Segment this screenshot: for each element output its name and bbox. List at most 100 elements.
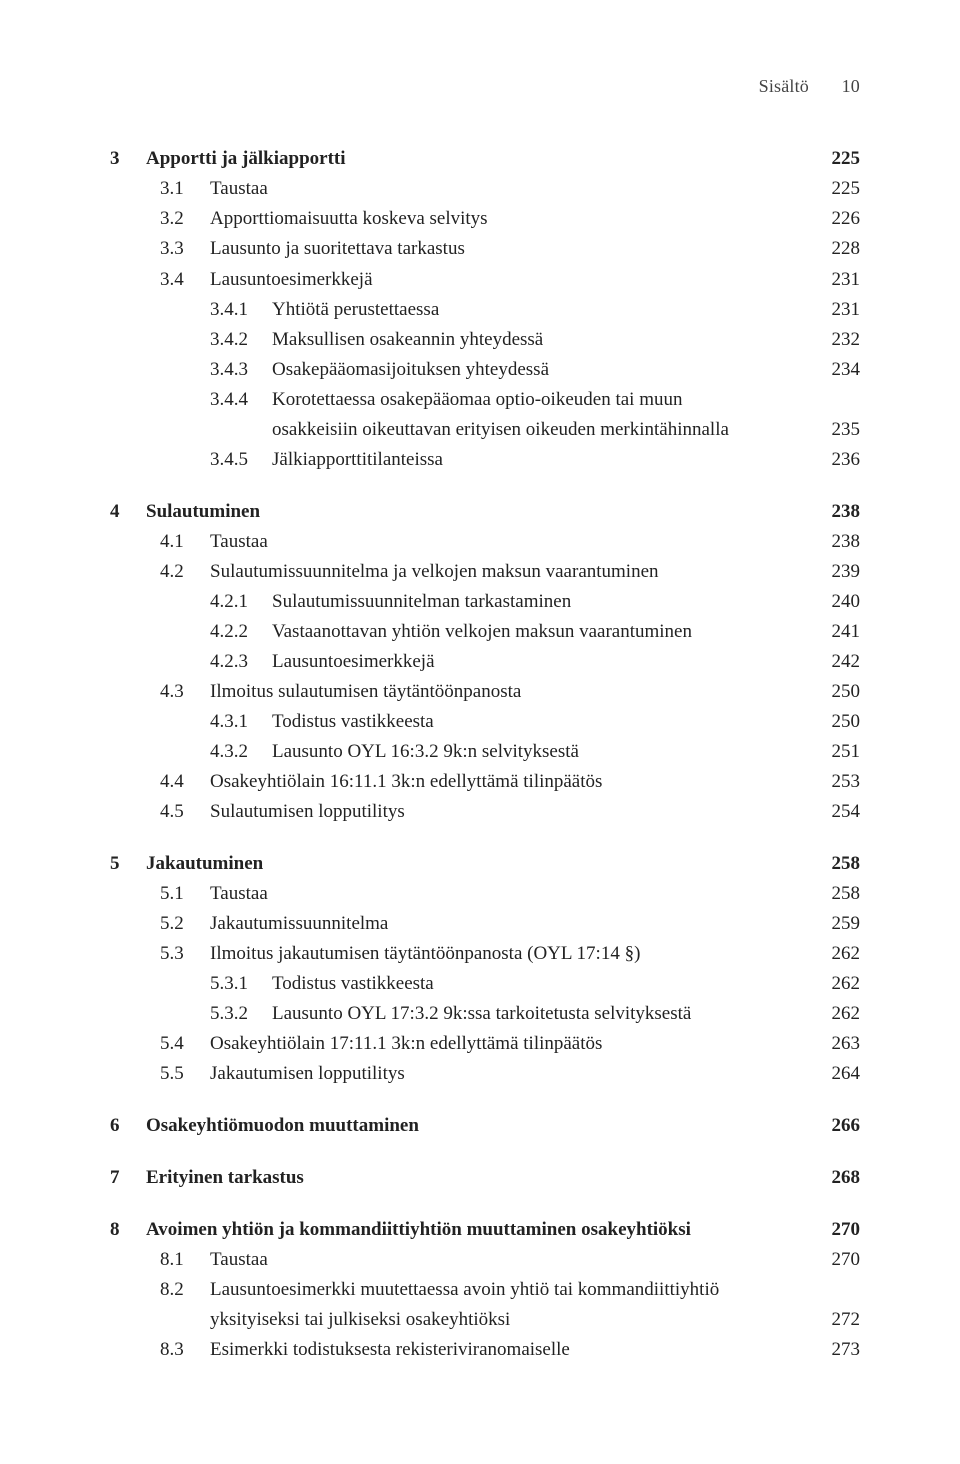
toc-row: 3.4.1Yhtiötä perustettaessa231 xyxy=(110,295,860,325)
toc-row: 3.4.3Osakepääomasijoituksen yhteydessä23… xyxy=(110,355,860,385)
toc-title: Taustaa xyxy=(210,174,816,204)
toc-number: 3.4.5 xyxy=(210,445,272,475)
toc-number: 5.2 xyxy=(160,909,210,939)
toc-number: 7 xyxy=(110,1163,146,1193)
toc-title: Todistus vastikkeesta xyxy=(272,969,816,999)
toc-number: 5.3.1 xyxy=(210,969,272,999)
toc-page: 262 xyxy=(816,999,860,1029)
toc-title: Lausuntoesimerkkejä xyxy=(210,265,816,295)
toc-number: 4.2.1 xyxy=(210,587,272,617)
toc-number: 5.1 xyxy=(160,879,210,909)
toc-title: Maksullisen osakeannin yhteydessä xyxy=(272,325,816,355)
toc-number: 5.3.2 xyxy=(210,999,272,1029)
toc-row: 3.3Lausunto ja suoritettava tarkastus228 xyxy=(110,234,860,264)
toc-row: 5.2Jakautumissuunnitelma259 xyxy=(110,909,860,939)
toc-page: 273 xyxy=(816,1335,860,1365)
toc-title: Todistus vastikkeesta xyxy=(272,707,816,737)
toc-page: 231 xyxy=(816,265,860,295)
table-of-contents: 3Apportti ja jälkiapportti2253.1Taustaa2… xyxy=(110,144,860,1365)
toc-title: Taustaa xyxy=(210,527,816,557)
toc-title-continuation: osakkeisiin oikeuttavan erityisen oikeud… xyxy=(272,415,816,445)
toc-row: 8.3Esimerkki todistuksesta rekisterivira… xyxy=(110,1335,860,1365)
toc-number: 5.3 xyxy=(160,939,210,969)
toc-number: 4.1 xyxy=(160,527,210,557)
toc-title: Yhtiötä perustettaessa xyxy=(272,295,816,325)
toc-number: 8.2 xyxy=(160,1275,210,1305)
toc-row: 3.1Taustaa225 xyxy=(110,174,860,204)
toc-title: Taustaa xyxy=(210,1245,816,1275)
toc-row: 4.2Sulautumissuunnitelma ja velkojen mak… xyxy=(110,557,860,587)
toc-page: 238 xyxy=(816,527,860,557)
toc-page: 263 xyxy=(816,1029,860,1059)
toc-page: 238 xyxy=(816,497,860,527)
header-label: Sisältö xyxy=(759,76,809,96)
toc-row-continuation: osakkeisiin oikeuttavan erityisen oikeud… xyxy=(110,415,860,445)
toc-row: 6Osakeyhtiömuodon muuttaminen266 xyxy=(110,1111,860,1141)
toc-title: Sulautumisen lopputilitys xyxy=(210,797,816,827)
toc-number: 3.1 xyxy=(160,174,210,204)
toc-number: 4.2.2 xyxy=(210,617,272,647)
toc-page: 251 xyxy=(816,737,860,767)
toc-title: Esimerkki todistuksesta rekisteriviranom… xyxy=(210,1335,816,1365)
toc-row: 5.3.2Lausunto OYL 17:3.2 9k:ssa tarkoite… xyxy=(110,999,860,1029)
toc-page: 239 xyxy=(816,557,860,587)
toc-number: 6 xyxy=(110,1111,146,1141)
toc-number: 4.3.1 xyxy=(210,707,272,737)
toc-row: 3.4.4Korotettaessa osakepääomaa optio-oi… xyxy=(110,385,860,415)
toc-title: Lausunto ja suoritettava tarkastus xyxy=(210,234,816,264)
toc-row: 4Sulautuminen238 xyxy=(110,497,860,527)
toc-page: 253 xyxy=(816,767,860,797)
toc-row: 5Jakautuminen258 xyxy=(110,849,860,879)
toc-page: 241 xyxy=(816,617,860,647)
toc-row: 8.1Taustaa270 xyxy=(110,1245,860,1275)
toc-number: 5 xyxy=(110,849,146,879)
toc-row: 4.2.3Lausuntoesimerkkejä242 xyxy=(110,647,860,677)
toc-page: 264 xyxy=(816,1059,860,1089)
toc-number: 3.4.1 xyxy=(210,295,272,325)
toc-number: 4 xyxy=(110,497,146,527)
toc-title: Jakautumissuunnitelma xyxy=(210,909,816,939)
toc-number: 5.5 xyxy=(160,1059,210,1089)
toc-title: Korotettaessa osakepääomaa optio-oikeude… xyxy=(272,385,860,415)
toc-row: 3.4Lausuntoesimerkkejä231 xyxy=(110,265,860,295)
toc-title: Lausunto OYL 16:3.2 9k:n selvityksestä xyxy=(272,737,816,767)
toc-title: Jakautuminen xyxy=(146,849,816,879)
toc-row: 4.5Sulautumisen lopputilitys254 xyxy=(110,797,860,827)
section-spacer xyxy=(110,1141,860,1163)
toc-title: Jälkiapporttitilanteissa xyxy=(272,445,816,475)
toc-number: 4.2 xyxy=(160,557,210,587)
toc-title: Lausuntoesimerkki muutettaessa avoin yht… xyxy=(210,1275,860,1305)
toc-title: Osakeyhtiölain 17:11.1 3k:n edellyttämä … xyxy=(210,1029,816,1059)
toc-page: 228 xyxy=(816,234,860,264)
toc-title: Osakeyhtiömuodon muuttaminen xyxy=(146,1111,816,1141)
toc-page: 262 xyxy=(816,969,860,999)
toc-row: 3.2Apporttiomaisuutta koskeva selvitys22… xyxy=(110,204,860,234)
header-page-number: 10 xyxy=(842,76,860,96)
toc-title: Lausuntoesimerkkejä xyxy=(272,647,816,677)
toc-title: Apportti ja jälkiapportti xyxy=(146,144,816,174)
toc-title: Taustaa xyxy=(210,879,816,909)
toc-page: 258 xyxy=(816,879,860,909)
toc-row: 8.2Lausuntoesimerkki muutettaessa avoin … xyxy=(110,1275,860,1305)
toc-row: 4.4Osakeyhtiölain 16:11.1 3k:n edellyttä… xyxy=(110,767,860,797)
toc-row: 5.3.1Todistus vastikkeesta262 xyxy=(110,969,860,999)
toc-title: Avoimen yhtiön ja kommandiittiyhtiön muu… xyxy=(146,1215,816,1245)
toc-row: 4.3.1Todistus vastikkeesta250 xyxy=(110,707,860,737)
toc-row: 4.3Ilmoitus sulautumisen täytäntöönpanos… xyxy=(110,677,860,707)
toc-page: 225 xyxy=(816,174,860,204)
toc-row: 8Avoimen yhtiön ja kommandiittiyhtiön mu… xyxy=(110,1215,860,1245)
toc-title: Ilmoitus sulautumisen täytäntöönpanosta xyxy=(210,677,816,707)
toc-number: 3.4 xyxy=(160,265,210,295)
toc-number: 4.3.2 xyxy=(210,737,272,767)
toc-row: 3.4.2Maksullisen osakeannin yhteydessä23… xyxy=(110,325,860,355)
toc-row: 4.2.1Sulautumissuunnitelman tarkastamine… xyxy=(110,587,860,617)
toc-page: 268 xyxy=(816,1163,860,1193)
toc-number: 3.2 xyxy=(160,204,210,234)
toc-page: 250 xyxy=(816,707,860,737)
toc-number: 4.3 xyxy=(160,677,210,707)
section-spacer xyxy=(110,827,860,849)
toc-row: 4.1Taustaa238 xyxy=(110,527,860,557)
toc-number: 3.4.2 xyxy=(210,325,272,355)
toc-title: Lausunto OYL 17:3.2 9k:ssa tarkoitetusta… xyxy=(272,999,816,1029)
toc-number: 8.1 xyxy=(160,1245,210,1275)
